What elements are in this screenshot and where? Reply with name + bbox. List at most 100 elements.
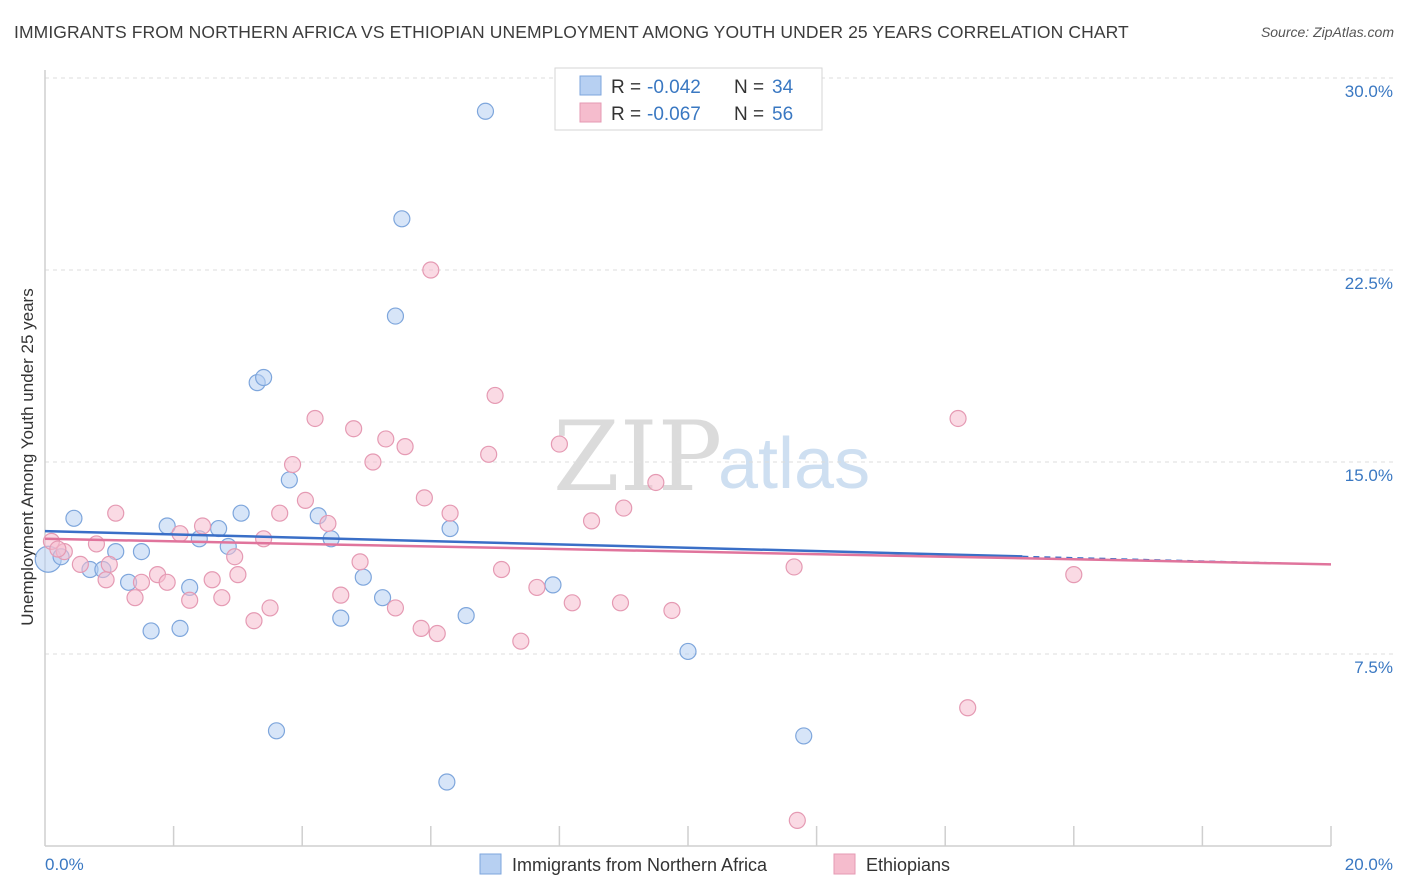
point-immigrants[interactable] — [280, 471, 298, 489]
point-ethiopians[interactable] — [296, 491, 315, 509]
point-immigrants[interactable] — [332, 609, 350, 627]
point-ethiopians[interactable] — [480, 445, 498, 463]
point-ethiopians[interactable] — [528, 578, 546, 597]
point-ethiopians[interactable] — [663, 601, 681, 620]
point-immigrants[interactable] — [65, 509, 83, 527]
point-ethiopians[interactable] — [345, 420, 363, 438]
stats-n-label-pink: N = — [734, 104, 764, 125]
point-ethiopians[interactable] — [647, 473, 665, 492]
point-ethiopians[interactable] — [245, 612, 263, 630]
point-ethiopians[interactable] — [126, 589, 144, 607]
point-immigrants[interactable] — [476, 102, 495, 120]
y-axis-label: Unemployment Among Youth under 25 years — [18, 288, 37, 625]
stats-n-value-blue: 34 — [772, 77, 794, 98]
source-credit: Source: ZipAtlas.com — [1260, 24, 1394, 40]
point-immigrants[interactable] — [441, 519, 459, 538]
legend-label-ethiopians: Ethiopians — [866, 855, 950, 875]
stats-r-label-pink: R = — [611, 104, 641, 125]
point-ethiopians[interactable] — [396, 438, 414, 456]
point-ethiopians[interactable] — [158, 573, 176, 591]
point-ethiopians[interactable] — [193, 517, 212, 535]
stats-r-label-blue: R = — [611, 77, 641, 98]
point-immigrants[interactable] — [373, 589, 392, 607]
point-ethiopians[interactable] — [428, 624, 446, 643]
point-ethiopians[interactable] — [319, 514, 337, 533]
point-ethiopians[interactable] — [213, 589, 231, 607]
legend: Immigrants from Northern Africa Ethiopia… — [479, 853, 950, 875]
point-ethiopians[interactable] — [132, 573, 151, 591]
point-ethiopians[interactable] — [271, 504, 289, 522]
point-ethiopians[interactable] — [229, 566, 247, 584]
point-ethiopians[interactable] — [100, 555, 118, 574]
stats-swatch-pink — [579, 102, 602, 123]
point-ethiopians[interactable] — [959, 699, 977, 717]
point-ethiopians[interactable] — [283, 455, 302, 474]
point-ethiopians[interactable] — [788, 811, 806, 830]
point-immigrants[interactable] — [386, 307, 405, 325]
point-immigrants[interactable] — [438, 773, 456, 791]
point-ethiopians[interactable] — [582, 512, 601, 530]
point-ethiopians[interactable] — [492, 560, 511, 579]
point-ethiopians[interactable] — [412, 619, 430, 638]
x-tick-marks — [172, 826, 1332, 846]
stats-r-value-blue: -0.042 — [647, 77, 701, 98]
point-ethiopians[interactable] — [364, 453, 382, 471]
point-ethiopians[interactable] — [949, 409, 967, 428]
watermark-zip: ZIP — [553, 401, 722, 513]
point-ethiopians[interactable] — [422, 261, 440, 279]
point-ethiopians[interactable] — [615, 499, 633, 517]
x-tick-label-min: 0.0% — [45, 855, 84, 874]
point-ethiopians[interactable] — [386, 599, 405, 617]
chart-title: IMMIGRANTS FROM NORTHERN AFRICA VS ETHIO… — [14, 22, 1129, 42]
point-ethiopians[interactable] — [1065, 566, 1083, 584]
point-ethiopians[interactable] — [87, 535, 106, 553]
point-ethiopians[interactable] — [49, 540, 67, 558]
point-immigrants[interactable] — [255, 368, 273, 387]
point-ethiopians[interactable] — [563, 594, 581, 612]
point-immigrants[interactable] — [232, 504, 250, 522]
point-ethiopians[interactable] — [203, 571, 221, 589]
point-ethiopians[interactable] — [512, 632, 530, 650]
point-immigrants[interactable] — [795, 727, 813, 745]
gridlines — [45, 77, 1393, 655]
point-ethiopians[interactable] — [550, 435, 569, 453]
point-ethiopians[interactable] — [97, 571, 115, 589]
point-immigrants[interactable] — [210, 519, 228, 538]
point-ethiopians[interactable] — [107, 504, 125, 522]
point-immigrants[interactable] — [393, 210, 411, 228]
legend-label-immigrants: Immigrants from Northern Africa — [512, 855, 768, 875]
point-ethiopians[interactable] — [332, 586, 350, 604]
point-ethiopians[interactable] — [306, 409, 324, 428]
point-ethiopians[interactable] — [486, 386, 504, 405]
point-immigrants[interactable] — [171, 619, 189, 638]
stats-box: R = -0.042 N = 34 R = -0.067 N = 56 — [554, 67, 823, 131]
point-immigrants[interactable] — [679, 642, 697, 661]
point-ethiopians[interactable] — [71, 555, 89, 574]
point-ethiopians[interactable] — [377, 430, 395, 448]
legend-swatch-pink — [833, 853, 856, 875]
trend-line-ethiopians — [44, 537, 1332, 566]
point-immigrants[interactable] — [354, 568, 372, 586]
point-ethiopians[interactable] — [261, 599, 279, 617]
point-immigrants[interactable] — [544, 576, 562, 594]
x-tick-label-max: 20.0% — [1345, 855, 1393, 874]
point-ethiopians[interactable] — [351, 553, 369, 571]
legend-item-immigrants[interactable]: Immigrants from Northern Africa — [479, 853, 768, 875]
point-immigrants[interactable] — [457, 606, 475, 625]
legend-item-ethiopians[interactable]: Ethiopians — [833, 853, 950, 875]
point-ethiopians[interactable] — [785, 558, 803, 576]
data-points — [34, 102, 1083, 830]
point-ethiopians[interactable] — [611, 594, 630, 612]
point-immigrants[interactable] — [142, 622, 160, 640]
watermark: ZIP atlas — [553, 401, 870, 513]
y-tick-label: 22.5% — [1345, 274, 1393, 293]
watermark-atlas: atlas — [718, 424, 870, 504]
point-ethiopians[interactable] — [181, 591, 199, 609]
point-ethiopians[interactable] — [415, 489, 433, 507]
trend-line-immigrants — [44, 529, 1023, 558]
point-ethiopians[interactable] — [441, 504, 459, 522]
point-immigrants[interactable] — [132, 542, 151, 561]
point-immigrants[interactable] — [267, 722, 286, 740]
point-ethiopians[interactable] — [226, 548, 244, 566]
